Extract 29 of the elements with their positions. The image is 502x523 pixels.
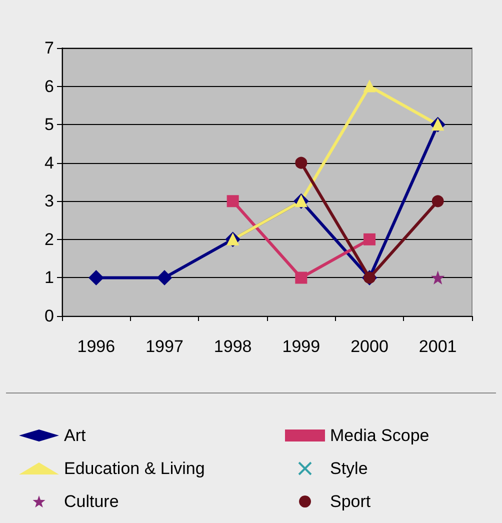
y-tick-label: 2 (44, 230, 54, 249)
point (88, 270, 104, 286)
x-tick-label: 1998 (214, 337, 252, 356)
point (295, 156, 308, 169)
x-tick-label: 1996 (77, 337, 116, 356)
y-tick-label: 4 (44, 153, 54, 172)
legend-label: Education & Living (64, 459, 205, 478)
y-tick-label: 6 (44, 76, 54, 96)
y-tick-label: 3 (44, 192, 54, 211)
legend-label: Art (64, 426, 86, 445)
point (432, 195, 444, 208)
point (364, 233, 376, 246)
legend-label: Media Scope (330, 426, 430, 445)
x-tick-label: 2000 (350, 337, 388, 356)
legend-label: Sport (330, 492, 371, 511)
legend-label: Culture (64, 492, 119, 511)
legend-label: Style (330, 459, 368, 478)
x-tick-label: 1997 (146, 337, 184, 356)
y-tick-label: 1 (44, 268, 54, 288)
point (157, 270, 172, 286)
point (226, 195, 239, 208)
point (295, 272, 308, 284)
y-tick-label: 5 (44, 115, 54, 134)
y-tick-label: 0 (44, 306, 54, 326)
y-tick-label: 7 (44, 38, 54, 58)
point (364, 80, 376, 92)
x-tick-label: 2001 (418, 337, 457, 356)
point (432, 272, 444, 284)
x-tick-label: 1999 (282, 337, 320, 356)
